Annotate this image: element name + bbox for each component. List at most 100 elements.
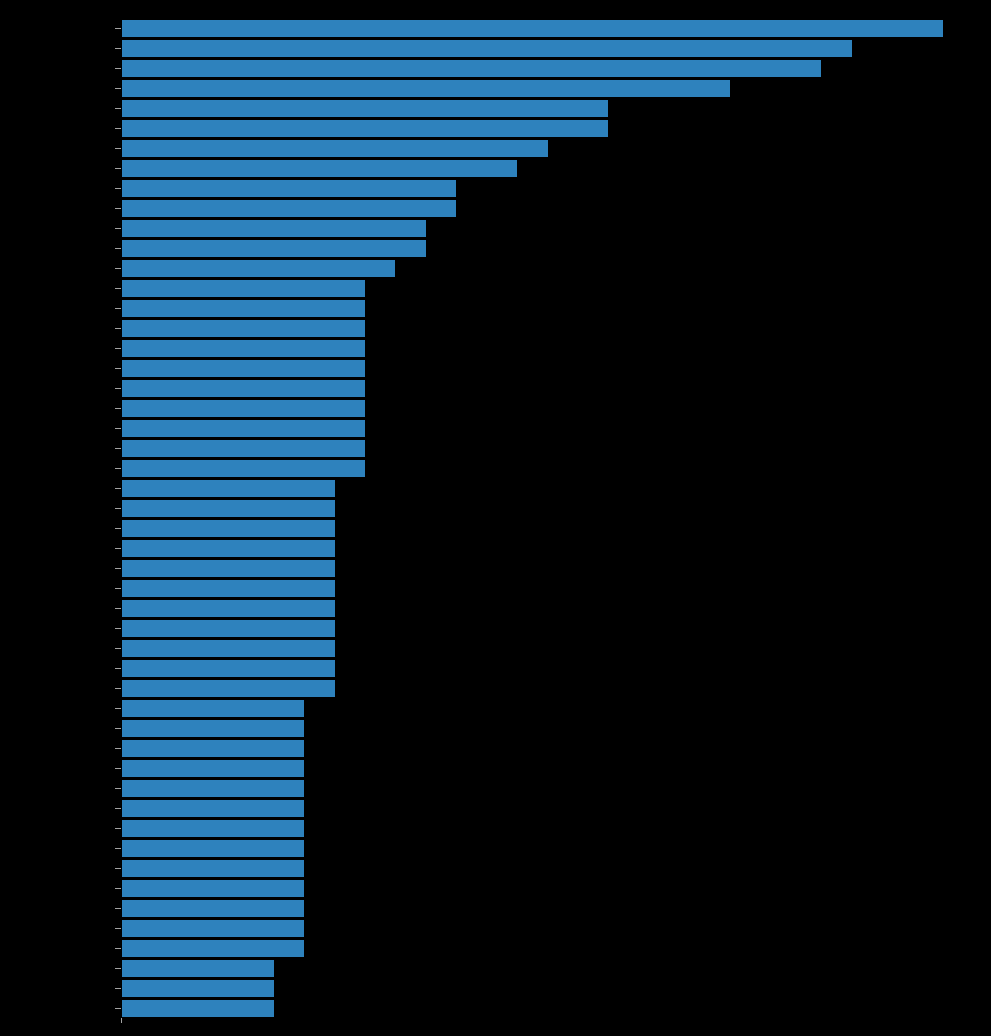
y-axis-tick-mark xyxy=(114,887,122,889)
bar xyxy=(121,219,426,238)
bar xyxy=(121,519,335,538)
bar xyxy=(121,539,335,558)
y-axis-tick-mark xyxy=(114,367,122,369)
y-axis-tick-mark xyxy=(114,307,122,309)
bar xyxy=(121,459,366,478)
y-axis-tick-mark xyxy=(114,507,122,509)
y-axis-tick-mark xyxy=(114,587,122,589)
bar xyxy=(121,99,609,118)
bar xyxy=(121,259,396,278)
y-axis-tick-mark xyxy=(114,467,122,469)
y-axis-tick-mark xyxy=(114,47,122,49)
bar xyxy=(121,659,335,678)
y-axis-tick-mark xyxy=(114,227,122,229)
bar xyxy=(121,639,335,658)
bar xyxy=(121,819,305,838)
bar xyxy=(121,799,305,818)
y-axis-tick-mark xyxy=(114,687,122,689)
bar xyxy=(121,379,366,398)
y-axis-tick-mark xyxy=(114,487,122,489)
bar xyxy=(121,739,305,758)
bar xyxy=(121,899,305,918)
bar xyxy=(121,699,305,718)
bar xyxy=(121,859,305,878)
y-axis-tick-mark xyxy=(114,187,122,189)
bar xyxy=(121,999,274,1018)
y-axis-tick-mark xyxy=(114,547,122,549)
bar xyxy=(121,599,335,618)
y-axis-tick-mark xyxy=(114,607,122,609)
y-axis-tick-mark xyxy=(114,127,122,129)
bar xyxy=(121,239,426,258)
bar xyxy=(121,19,944,38)
bar xyxy=(121,119,609,138)
bar xyxy=(121,299,366,318)
y-axis-tick-mark xyxy=(114,107,122,109)
y-axis-tick-mark xyxy=(114,447,122,449)
bar xyxy=(121,959,274,978)
y-axis-tick-mark xyxy=(114,287,122,289)
bar xyxy=(121,339,366,358)
bar xyxy=(121,39,852,58)
y-axis-tick-mark xyxy=(114,807,122,809)
bar xyxy=(121,399,366,418)
bar xyxy=(121,919,305,938)
y-axis-tick-mark xyxy=(114,387,122,389)
y-axis-tick-mark xyxy=(114,327,122,329)
bar xyxy=(121,879,305,898)
y-axis-tick-mark xyxy=(114,427,122,429)
bar xyxy=(121,179,457,198)
bar xyxy=(121,679,335,698)
y-axis-tick-mark xyxy=(114,747,122,749)
y-axis-tick-mark xyxy=(114,527,122,529)
bar xyxy=(121,719,305,738)
y-axis-tick-mark xyxy=(114,867,122,869)
bar xyxy=(121,139,548,158)
x-axis-tick-mark xyxy=(120,1018,123,1023)
bar xyxy=(121,199,457,218)
y-axis-tick-mark xyxy=(114,967,122,969)
y-axis-tick-mark xyxy=(114,87,122,89)
bar xyxy=(121,579,335,598)
y-axis-tick-mark xyxy=(114,767,122,769)
y-axis-tick-mark xyxy=(114,947,122,949)
y-axis-tick-mark xyxy=(114,707,122,709)
y-axis-tick-mark xyxy=(114,267,122,269)
y-axis-tick-mark xyxy=(114,827,122,829)
bar xyxy=(121,939,305,958)
bar xyxy=(121,839,305,858)
bar xyxy=(121,59,822,78)
bar xyxy=(121,419,366,438)
y-axis-tick-mark xyxy=(114,927,122,929)
y-axis-tick-mark xyxy=(114,347,122,349)
bar xyxy=(121,439,366,458)
y-axis-tick-mark xyxy=(114,787,122,789)
bar xyxy=(121,619,335,638)
bar xyxy=(121,779,305,798)
y-axis-tick-mark xyxy=(114,667,122,669)
y-axis-tick-mark xyxy=(114,567,122,569)
bar xyxy=(121,499,335,518)
bar xyxy=(121,319,366,338)
y-axis-tick-mark xyxy=(114,907,122,909)
bar xyxy=(121,159,518,178)
y-axis-tick-mark xyxy=(114,627,122,629)
bar xyxy=(121,979,274,998)
y-axis-tick-mark xyxy=(114,407,122,409)
y-axis-tick-mark xyxy=(114,167,122,169)
bar xyxy=(121,559,335,578)
bar xyxy=(121,279,366,298)
y-axis-tick-mark xyxy=(114,987,122,989)
bar xyxy=(121,79,731,98)
y-axis-tick-mark xyxy=(114,147,122,149)
y-axis-tick-mark xyxy=(114,847,122,849)
y-axis-tick-mark xyxy=(114,247,122,249)
bar xyxy=(121,759,305,778)
y-axis-tick-mark xyxy=(114,207,122,209)
y-axis-tick-mark xyxy=(114,27,122,29)
y-axis-tick-mark xyxy=(114,1007,122,1009)
y-axis-tick-mark xyxy=(114,727,122,729)
y-axis-tick-mark xyxy=(114,647,122,649)
